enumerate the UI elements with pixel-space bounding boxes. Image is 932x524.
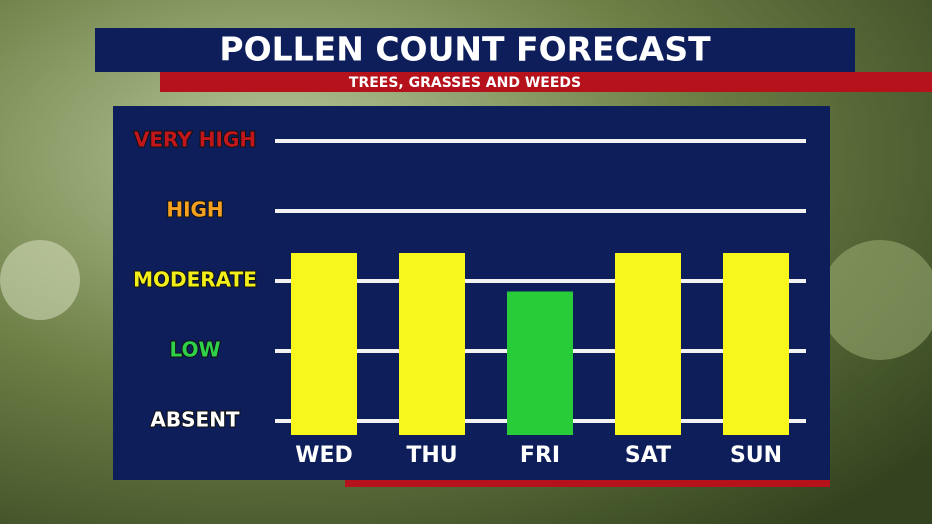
foliage-blur	[820, 240, 932, 360]
y-tick-label: LOW	[169, 338, 220, 362]
bar	[291, 253, 357, 435]
y-tick-label: HIGH	[166, 198, 223, 222]
y-tick-label: VERY HIGH	[134, 128, 256, 152]
x-tick-label: SAT	[625, 443, 671, 468]
x-tick-label: WED	[295, 443, 353, 468]
y-tick-label: MODERATE	[133, 268, 257, 292]
x-tick-label: THU	[406, 443, 457, 468]
chart-title: POLLEN COUNT FORECAST	[219, 30, 711, 69]
foliage-blur	[0, 240, 80, 320]
x-tick-label: FRI	[520, 443, 560, 468]
plot-panel	[113, 106, 830, 480]
subtitle-box	[160, 72, 932, 92]
bar	[399, 253, 465, 435]
y-tick-label: ABSENT	[150, 408, 240, 432]
bar	[507, 291, 573, 435]
title-box	[95, 28, 855, 72]
bar	[615, 253, 681, 435]
x-tick-label: SUN	[730, 443, 782, 468]
accent-strip	[345, 480, 830, 487]
chart-subtitle: TREES, GRASSES AND WEEDS	[349, 75, 581, 91]
bar	[723, 253, 789, 435]
